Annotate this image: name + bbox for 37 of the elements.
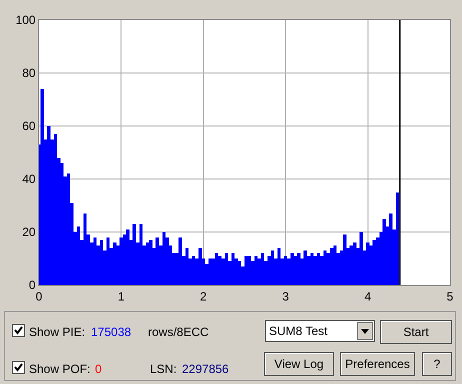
button: Preferences [340,352,415,376]
bar [238,261,242,285]
x-tick-label: 5 [446,289,454,304]
button: View Log [264,352,334,376]
button: ? [422,352,452,376]
bar [66,174,70,285]
y-tick-label: 100 [16,13,36,28]
bar [40,88,44,285]
y-tick-label: 20 [22,225,36,240]
text: Show PIE: [29,325,86,339]
x-tick-label: 3 [282,289,290,304]
button: Start [380,320,452,344]
x-tick-label: 2 [200,289,208,304]
bar [132,224,136,285]
bar [198,248,202,285]
bar [343,234,346,285]
text: LSN: [150,362,177,376]
bar [178,237,182,285]
text: 0 [95,362,102,376]
bar [277,248,281,285]
bar [139,224,143,285]
y-tick-label: 40 [22,172,36,186]
y-tick-label: 0 [28,278,36,292]
y-tick-label: 80 [22,66,36,80]
bar [106,237,110,285]
bar [244,256,248,285]
text: Show POF: [29,362,90,376]
bar [185,248,189,285]
bar [83,213,87,285]
y-tick-label: 60 [22,119,36,134]
text: rows/8ECC [148,325,209,339]
text: 175038 [91,325,132,339]
text: 2297856 [182,362,229,376]
bar [360,232,363,285]
bar [396,192,400,285]
x-tick-label: 4 [364,289,372,304]
x-tick-label: 1 [118,289,125,304]
